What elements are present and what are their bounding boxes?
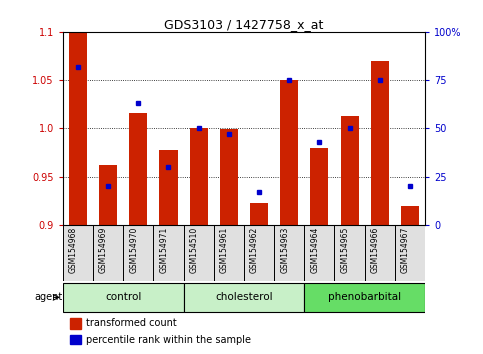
Bar	[401, 206, 419, 225]
Bar	[365, 225, 395, 281]
Bar	[213, 225, 244, 281]
Text: GSM154961: GSM154961	[220, 227, 229, 273]
Bar	[280, 80, 298, 225]
Bar	[274, 225, 304, 281]
Text: GSM154970: GSM154970	[129, 227, 138, 273]
Bar	[154, 225, 184, 281]
Bar	[304, 225, 334, 281]
Bar	[395, 225, 425, 281]
Title: GDS3103 / 1427758_x_at: GDS3103 / 1427758_x_at	[164, 18, 324, 31]
Bar	[341, 116, 358, 225]
Bar	[304, 282, 425, 312]
Text: phenobarbital: phenobarbital	[328, 292, 401, 302]
Bar	[70, 318, 81, 329]
Text: GSM154510: GSM154510	[190, 227, 199, 273]
Text: GSM154968: GSM154968	[69, 227, 78, 273]
Text: GSM154965: GSM154965	[341, 227, 350, 273]
Bar	[184, 282, 304, 312]
Bar	[159, 150, 178, 225]
Bar	[220, 129, 238, 225]
Bar	[63, 225, 93, 281]
Bar	[123, 225, 154, 281]
Bar	[334, 225, 365, 281]
Text: GSM154971: GSM154971	[159, 227, 169, 273]
Text: cholesterol: cholesterol	[215, 292, 273, 302]
Bar	[371, 61, 389, 225]
Bar	[311, 148, 328, 225]
Text: GSM154969: GSM154969	[99, 227, 108, 273]
Text: agent: agent	[35, 292, 63, 302]
Bar	[184, 225, 213, 281]
Bar	[244, 225, 274, 281]
Text: GSM154966: GSM154966	[371, 227, 380, 273]
Text: control: control	[105, 292, 142, 302]
Text: GSM154964: GSM154964	[311, 227, 319, 273]
Text: GSM154962: GSM154962	[250, 227, 259, 273]
Bar	[70, 335, 81, 344]
Bar	[63, 282, 184, 312]
Bar	[93, 225, 123, 281]
Bar	[129, 113, 147, 225]
Bar	[250, 203, 268, 225]
Text: GSM154967: GSM154967	[401, 227, 410, 273]
Bar	[99, 165, 117, 225]
Text: GSM154963: GSM154963	[280, 227, 289, 273]
Text: percentile rank within the sample: percentile rank within the sample	[86, 335, 251, 345]
Bar	[69, 32, 87, 225]
Bar	[189, 129, 208, 225]
Text: transformed count: transformed count	[86, 319, 177, 329]
